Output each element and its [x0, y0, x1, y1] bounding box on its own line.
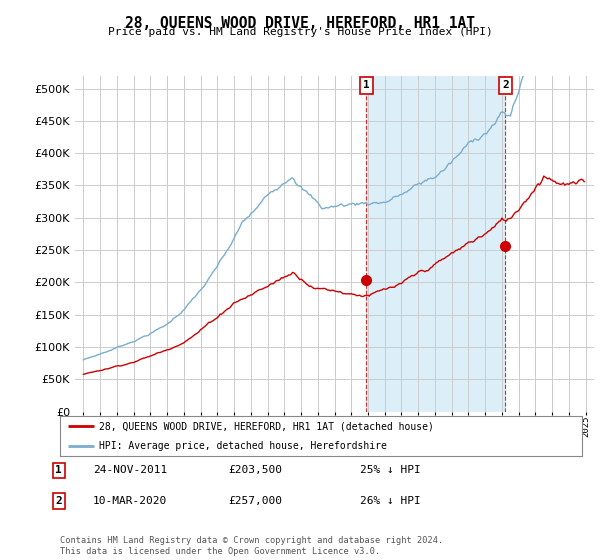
Text: 28, QUEENS WOOD DRIVE, HEREFORD, HR1 1AT: 28, QUEENS WOOD DRIVE, HEREFORD, HR1 1AT — [125, 16, 475, 31]
Text: £203,500: £203,500 — [228, 465, 282, 475]
Text: Contains HM Land Registry data © Crown copyright and database right 2024.
This d: Contains HM Land Registry data © Crown c… — [60, 536, 443, 556]
Text: 10-MAR-2020: 10-MAR-2020 — [93, 496, 167, 506]
Text: 28, QUEENS WOOD DRIVE, HEREFORD, HR1 1AT (detached house): 28, QUEENS WOOD DRIVE, HEREFORD, HR1 1AT… — [99, 421, 434, 431]
Text: 1: 1 — [55, 465, 62, 475]
Text: 25% ↓ HPI: 25% ↓ HPI — [360, 465, 421, 475]
Text: 24-NOV-2011: 24-NOV-2011 — [93, 465, 167, 475]
Text: 2: 2 — [55, 496, 62, 506]
Bar — [367, 76, 505, 412]
Text: 1: 1 — [363, 80, 370, 90]
Text: HPI: Average price, detached house, Herefordshire: HPI: Average price, detached house, Here… — [99, 441, 387, 451]
Text: Price paid vs. HM Land Registry's House Price Index (HPI): Price paid vs. HM Land Registry's House … — [107, 27, 493, 37]
Text: 2: 2 — [502, 80, 509, 90]
Text: 26% ↓ HPI: 26% ↓ HPI — [360, 496, 421, 506]
Text: £257,000: £257,000 — [228, 496, 282, 506]
